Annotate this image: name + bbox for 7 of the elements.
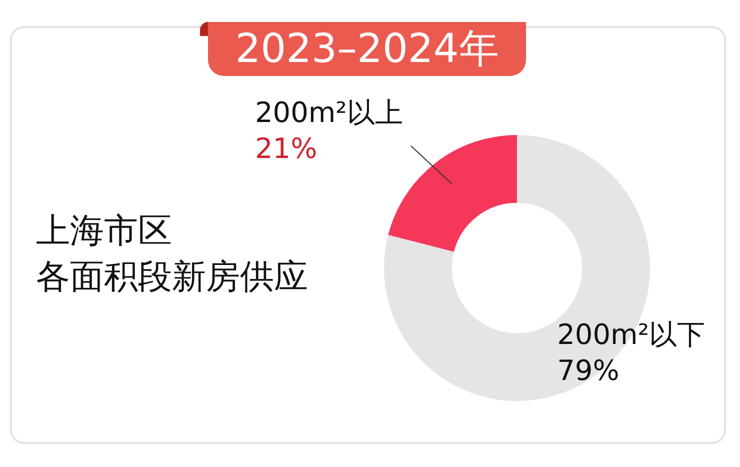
chart-title: 2023–2024年 bbox=[208, 22, 526, 76]
text: 各面积段新房供应 bbox=[36, 256, 308, 299]
text: 上海市区 bbox=[36, 210, 173, 253]
data-label: 21% bbox=[254, 132, 318, 165]
slice-label: 200m²以下 bbox=[557, 318, 706, 352]
data-label: 79% bbox=[557, 354, 620, 388]
slice-label: 200m²以上 bbox=[254, 96, 403, 129]
